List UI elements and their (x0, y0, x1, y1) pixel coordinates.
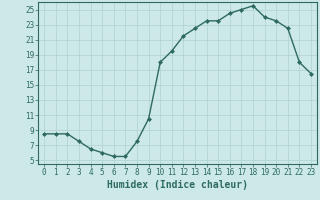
X-axis label: Humidex (Indice chaleur): Humidex (Indice chaleur) (107, 180, 248, 190)
